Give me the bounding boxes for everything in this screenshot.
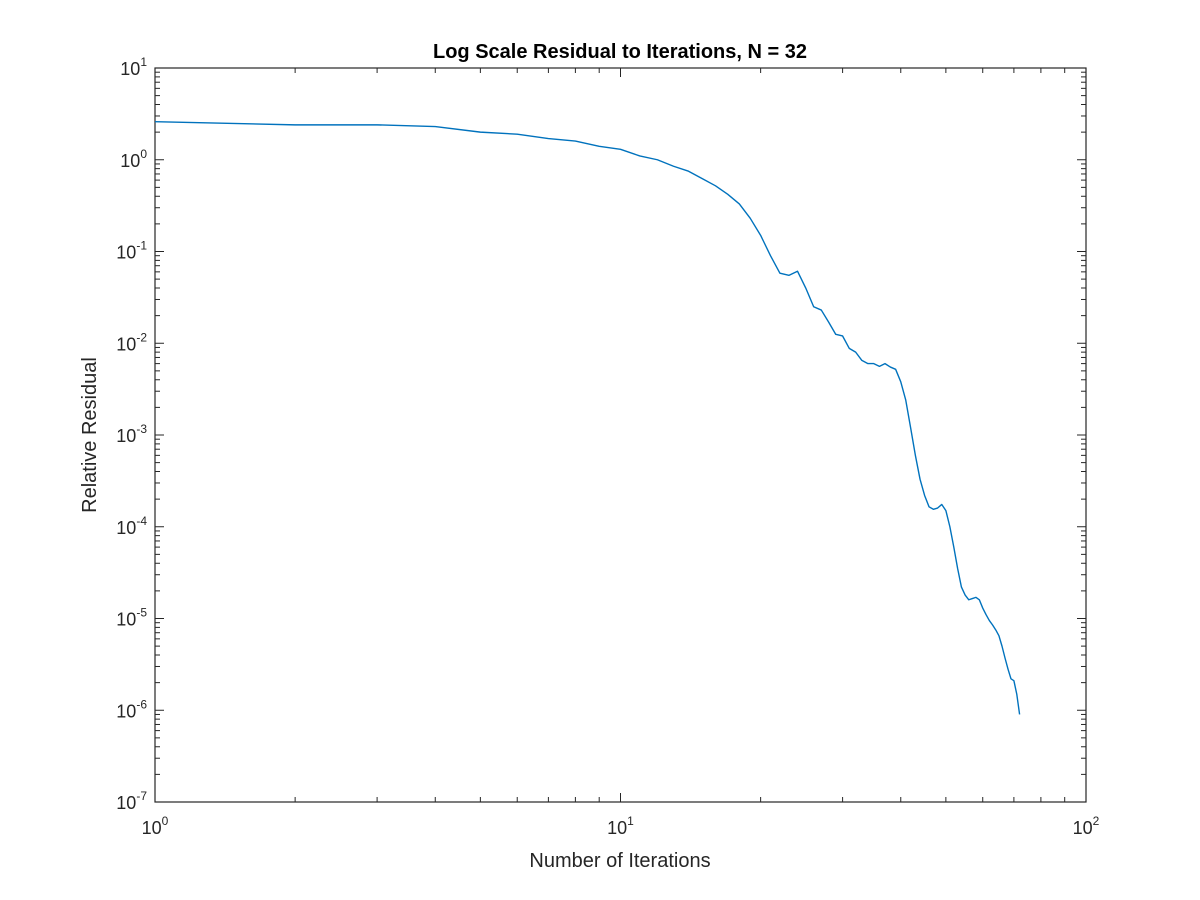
y-tick-label: 10-3 (116, 422, 147, 446)
x-tick-label: 101 (607, 814, 634, 838)
chart-title: Log Scale Residual to Iterations, N = 32 (433, 41, 807, 63)
y-tick-label: 10-2 (116, 330, 147, 354)
y-tick-label: 100 (120, 147, 147, 171)
series-layer (154, 120, 1021, 715)
x-tick-labels: 100 101 102 (142, 814, 1100, 838)
y-tick-label: 10-4 (116, 514, 147, 538)
plot-area (154, 67, 1087, 803)
ticks-layer (154, 67, 1087, 803)
y-tick-label: 10-5 (116, 606, 147, 630)
y-tick-label: 101 (120, 55, 147, 79)
y-tick-labels: 10-7 10-6 10-5 10-4 10-3 10-2 10-1 100 101 (116, 55, 147, 813)
y-tick-label: 10-7 (116, 789, 147, 813)
y-tick-label: 10-6 (116, 697, 147, 721)
y-axis-title: Relative Residual (79, 357, 101, 513)
x-tick-label: 100 (142, 814, 169, 838)
x-axis-title: Number of Iterations (529, 850, 710, 872)
y-tick-label: 10-1 (116, 239, 147, 263)
x-tick-label: 102 (1073, 814, 1100, 838)
series-line (154, 120, 1021, 715)
